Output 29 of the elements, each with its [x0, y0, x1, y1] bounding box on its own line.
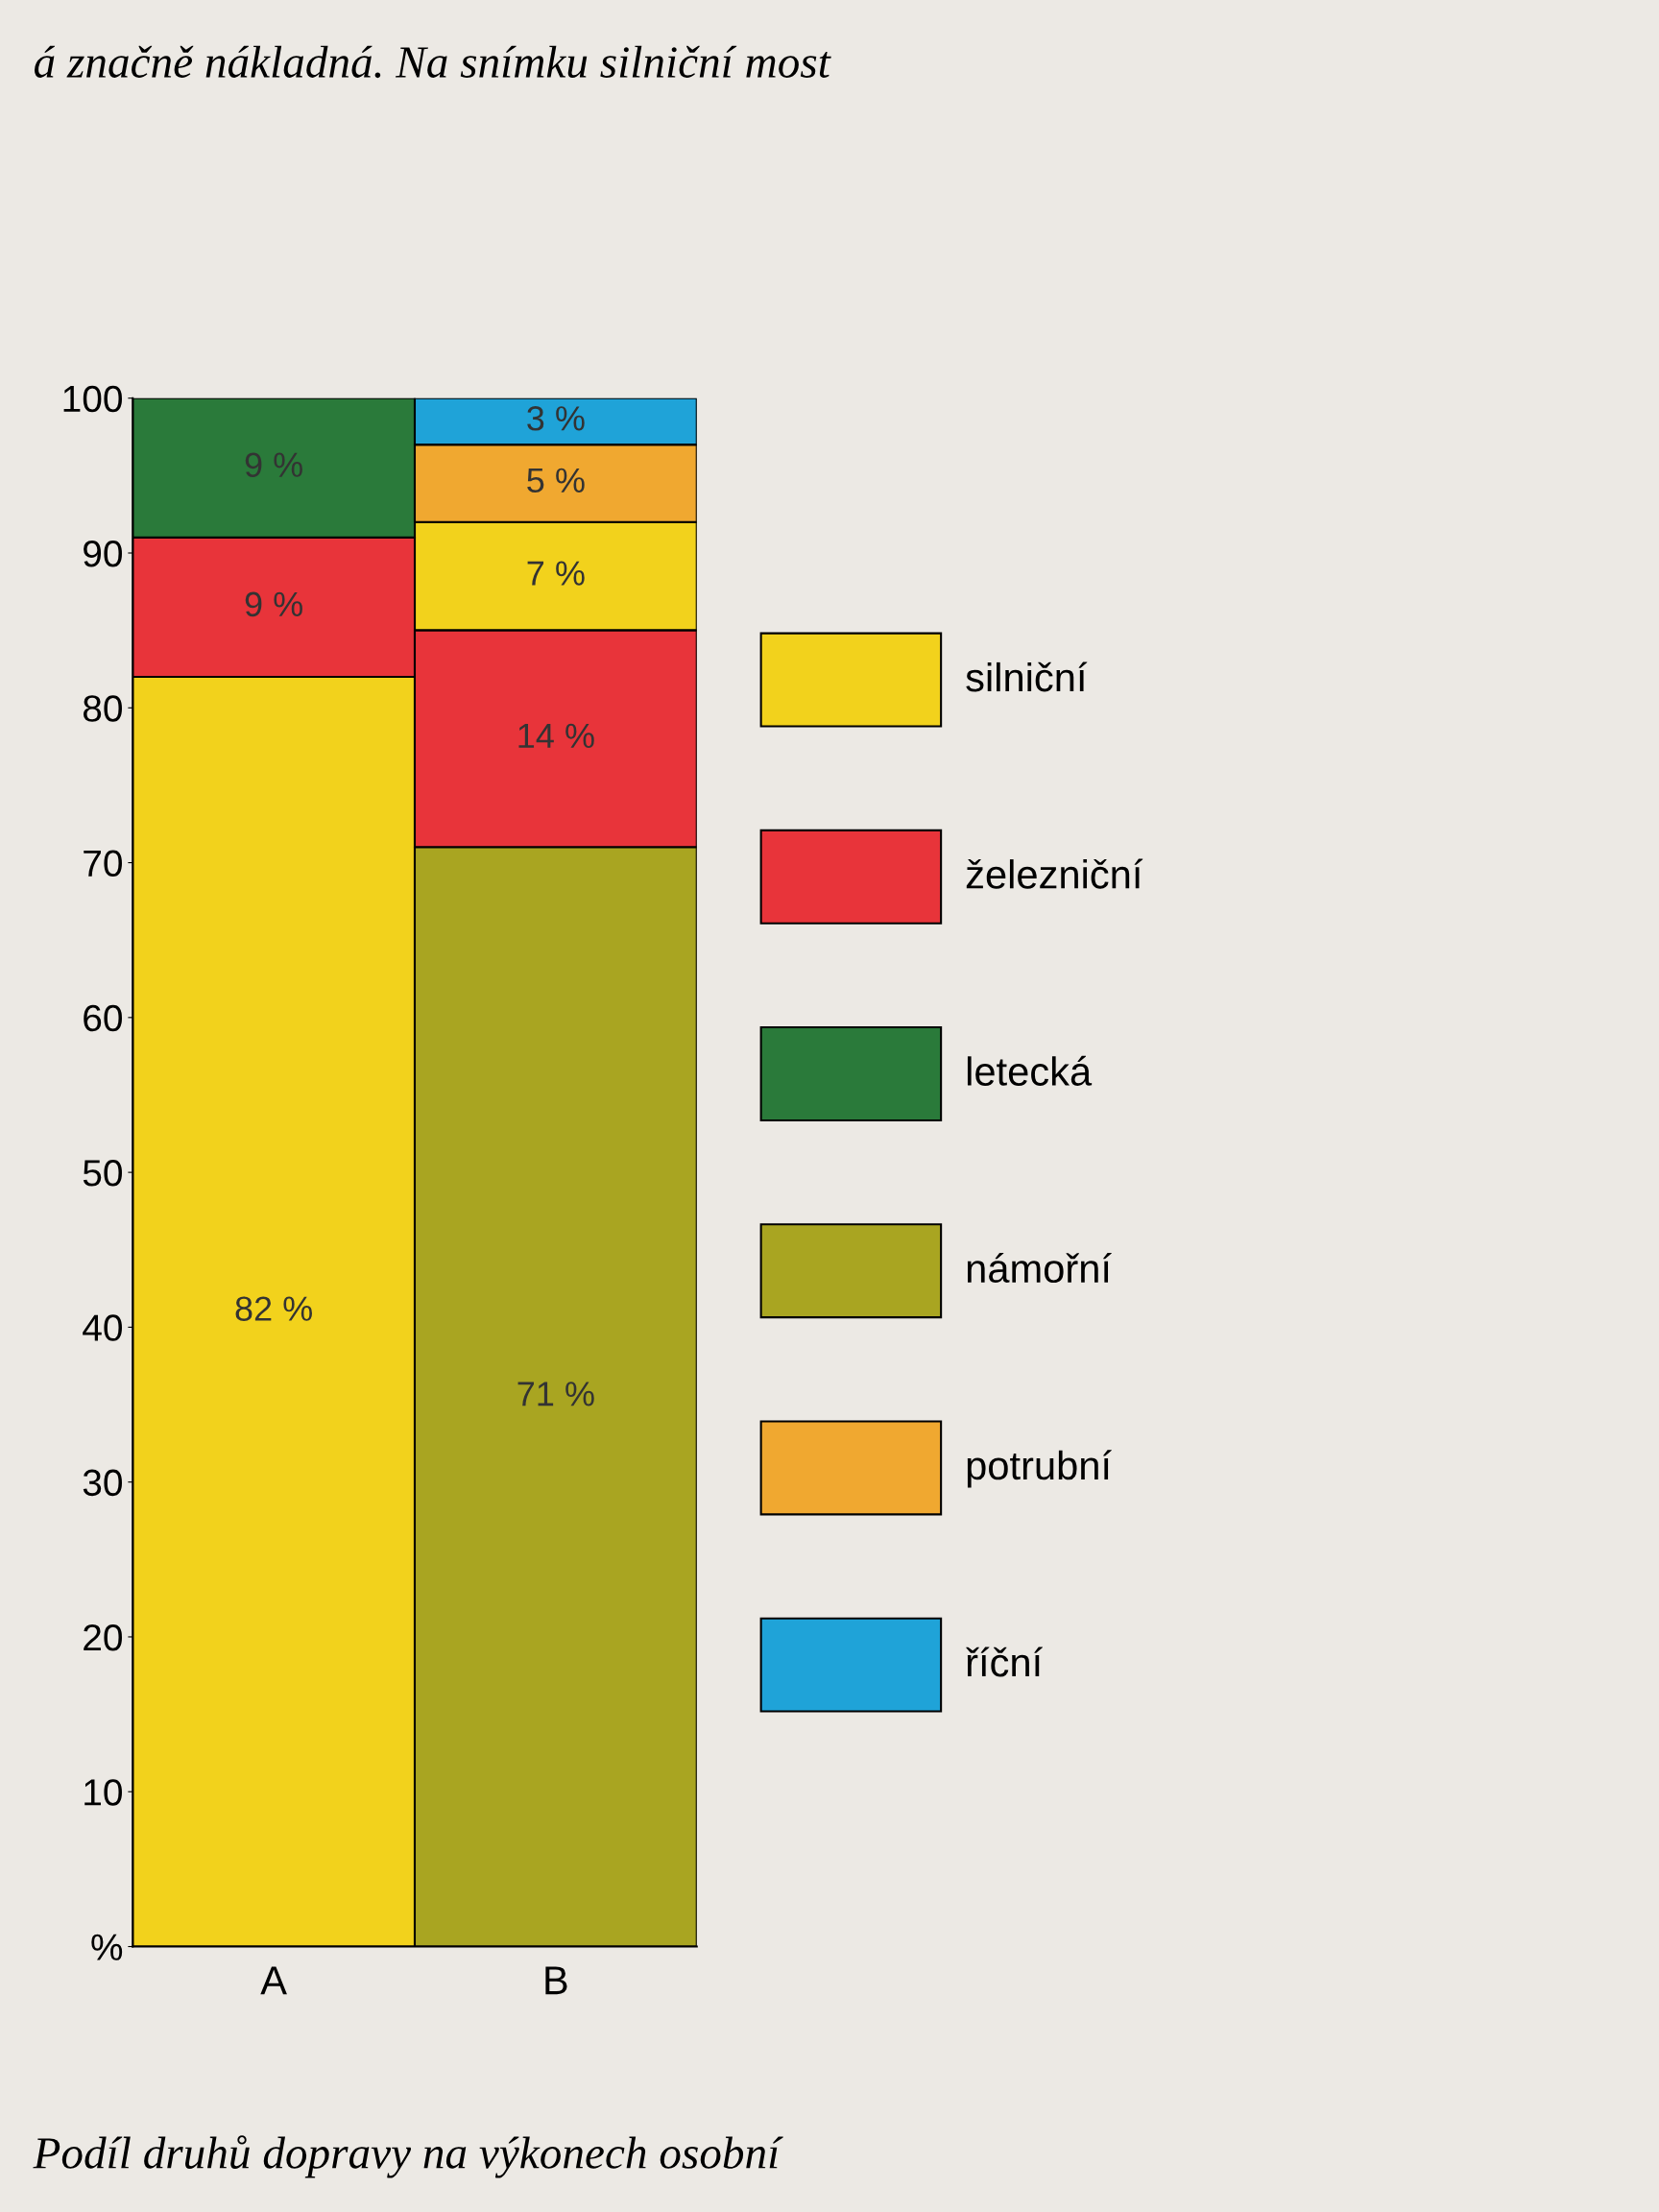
data-label: 82 % — [235, 1296, 312, 1321]
data-label: 5 % — [527, 468, 585, 493]
y-tick-label: 40 — [83, 1314, 122, 1341]
data-label: 9 % — [245, 452, 302, 477]
y-tick-label: 90 — [84, 540, 122, 567]
legend-label: železniční — [966, 858, 1143, 889]
legend-label: silniční — [966, 661, 1088, 692]
legend-label: letecká — [967, 1055, 1093, 1086]
data-label: 71 % — [517, 1382, 594, 1407]
y-tick-label: 50 — [83, 1160, 122, 1187]
data-label: 3 % — [527, 406, 585, 431]
y-tick-label: 70 — [84, 850, 122, 878]
y-tick-label: % — [91, 1934, 123, 1960]
y-tick-label: 30 — [83, 1469, 122, 1497]
legend-label: říční — [966, 1647, 1043, 1677]
data-label: 14 % — [518, 723, 594, 749]
text: Podíl druhů dopravy na výkonech osobní — [33, 2135, 783, 2178]
y-tick-label: 100 — [63, 385, 122, 413]
legend-label: námořní — [967, 1253, 1112, 1284]
x-tick-label: B — [545, 1966, 567, 1995]
legend-label: potrubní — [967, 1450, 1112, 1488]
y-tick-label: 10 — [84, 1779, 122, 1806]
data-label: 7 % — [527, 561, 585, 586]
data-label: 9 % — [245, 591, 302, 617]
text: á značně nákladná. Na snímku silniční most — [34, 45, 831, 79]
x-tick-label: A — [260, 1966, 287, 1995]
y-tick-label: 20 — [84, 1623, 122, 1651]
y-tick-label: 80 — [83, 695, 122, 722]
y-tick-label: 60 — [84, 1004, 122, 1032]
